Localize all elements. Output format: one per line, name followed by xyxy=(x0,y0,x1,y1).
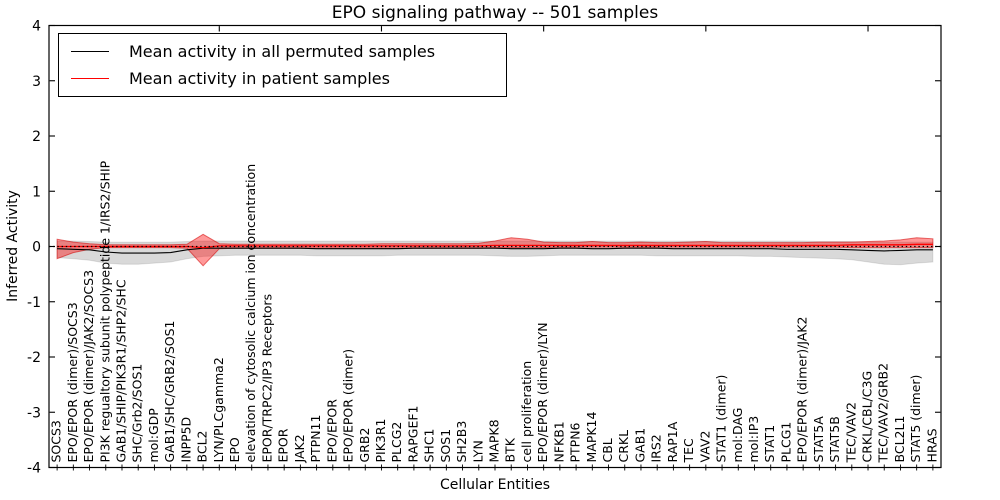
x-tick-label: SH2B3 xyxy=(454,421,469,463)
x-tick-label: GRB2 xyxy=(357,428,372,463)
x-tick-label: SHC1 xyxy=(422,428,437,462)
y-tick-label: -1 xyxy=(27,295,41,311)
x-tick-label: TEC/VAV2/GRB2 xyxy=(876,363,891,464)
x-tick-label: PTPN11 xyxy=(308,415,323,463)
x-tick-label: STAT1 (dimer) xyxy=(714,375,729,463)
x-tick-label: PIK3R1 xyxy=(373,418,388,462)
x-tick-label: LYN/PLCgamma2 xyxy=(211,357,226,462)
x-tick-label: EPO/EPOR (dimer)/SOCS3 xyxy=(65,302,80,462)
x-tick-label: EPO/EPOR (dimer)/LYN xyxy=(535,322,550,462)
y-tick-label: 1 xyxy=(32,184,41,200)
x-axis-label: Cellular Entities xyxy=(439,477,551,493)
x-tick-label: GAB1 xyxy=(632,428,647,463)
x-tick-label: EPO/EPOR (dimer)/JAK2/SOCS3 xyxy=(81,270,96,463)
x-tick-label: STAT5A xyxy=(811,416,826,463)
x-tick-label: STAT5 (dimer) xyxy=(908,375,923,463)
y-axis-label: Inferred Activity xyxy=(5,190,21,302)
legend-label-permuted: Mean activity in all permuted samples xyxy=(129,42,436,61)
x-tick-label: TEC/VAV2 xyxy=(843,402,858,463)
chart-title: EPO signaling pathway -- 501 samples xyxy=(331,3,659,23)
y-tick-label: -3 xyxy=(27,405,41,421)
x-tick-label: GAB1/SHIP/PIK3R1/SHP2/SHC xyxy=(113,279,128,462)
x-tick-label: SOCS3 xyxy=(49,420,64,462)
x-tick-label: STAT1 xyxy=(762,425,777,463)
legend: Mean activity in all permuted samples Me… xyxy=(58,33,507,97)
x-tick-label: PI3K regualtory subunit polypeptide 1/IR… xyxy=(97,160,112,462)
x-tick-label: INPP5D xyxy=(178,417,193,463)
x-tick-label: IRS2 xyxy=(649,434,664,462)
x-tick-label: mol:GDP xyxy=(146,408,161,463)
x-tick-label: EPO xyxy=(227,437,242,462)
x-tick-label: TEC xyxy=(681,438,696,464)
y-tick-label: 0 xyxy=(32,240,41,256)
legend-item-permuted: Mean activity in all permuted samples xyxy=(71,42,506,61)
x-tick-label: RAP1A xyxy=(665,421,680,462)
x-tick-label: JAK2 xyxy=(292,434,307,463)
x-tick-label: MAPK14 xyxy=(584,411,599,462)
x-tick-label: BCL2L1 xyxy=(892,416,907,463)
x-tick-label: RAPGEF1 xyxy=(405,406,420,463)
x-tick-label: PTPN6 xyxy=(568,422,583,462)
x-tick-label: PLCG1 xyxy=(778,422,793,463)
x-tick-label: EPOR/TRPC2/IP3 Receptors xyxy=(259,294,274,463)
y-tick-label: -2 xyxy=(27,350,41,366)
y-tick-label: 2 xyxy=(32,129,41,145)
legend-item-patient: Mean activity in patient samples xyxy=(71,69,506,88)
y-tick-label: -4 xyxy=(27,461,41,477)
x-tick-label: EPOR xyxy=(276,428,291,462)
x-tick-label: HRAS xyxy=(924,428,939,462)
patient-mean-line xyxy=(57,243,933,249)
x-tick-label: EPO/EPOR (dimer) xyxy=(341,349,356,463)
x-tick-label: PLCG2 xyxy=(389,422,404,463)
x-tick-label: cell proliferation xyxy=(519,361,534,463)
legend-line-sample-black xyxy=(71,51,109,52)
y-tick-label: 3 xyxy=(32,74,41,90)
x-tick-label: EPO/EPOR (dimer)/JAK2 xyxy=(795,317,810,463)
x-tick-label: MAPK8 xyxy=(487,419,502,462)
x-tick-label: SHC/Grb2/SOS1 xyxy=(130,364,145,463)
x-tick-label: CRKL xyxy=(616,430,631,463)
x-tick-label: EPO/EPOR xyxy=(324,399,339,463)
x-tick-label: mol:DAG xyxy=(730,408,745,463)
x-tick-label: elevation of cytosolic calcium ion conce… xyxy=(243,164,258,463)
x-tick-label: BCL2 xyxy=(195,430,210,462)
x-tick-label: CBL xyxy=(600,438,615,462)
legend-line-sample-red xyxy=(71,78,109,79)
x-tick-label: BTK xyxy=(503,437,518,462)
x-tick-label: VAV2 xyxy=(697,430,712,462)
x-tick-label: NFKB1 xyxy=(551,421,566,462)
legend-label-patient: Mean activity in patient samples xyxy=(129,69,390,88)
x-tick-label: STAT5B xyxy=(827,416,842,462)
x-tick-label: LYN xyxy=(470,440,485,462)
x-tick-label: SOS1 xyxy=(438,429,453,463)
x-tick-label: CRKL/CBL/C3G xyxy=(860,371,875,463)
x-tick-label: mol:IP3 xyxy=(746,416,761,463)
y-tick-label: 4 xyxy=(32,19,41,35)
x-tick-label: GAB1/SHC/GRB2/SOS1 xyxy=(162,320,177,462)
